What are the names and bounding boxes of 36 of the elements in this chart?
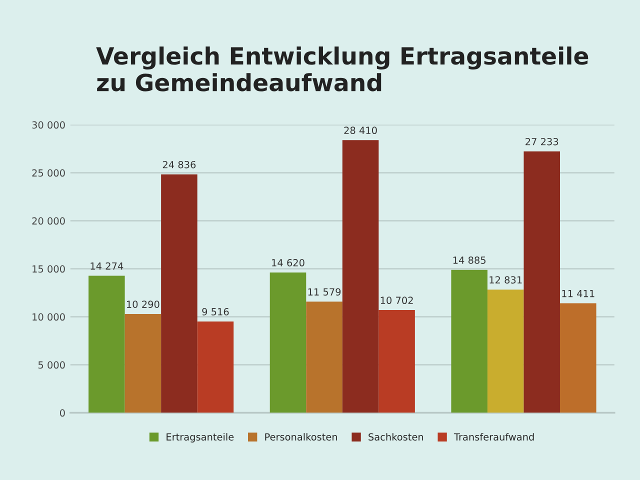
y-tick-label: 5 000 [38,361,65,369]
data-label: 27 233 [526,138,558,146]
data-label: 11 579 [308,288,341,296]
data-label: 14 620 [272,259,304,266]
legend-label: Transferaufwand [454,433,534,441]
bar [197,321,234,413]
bar [378,310,415,413]
data-label: 24 836 [162,160,196,168]
bar [487,290,524,413]
bar [342,140,379,413]
data-label: 12 831 [490,276,522,284]
legend-label: Ertragsanteile [166,433,234,442]
y-tick-label: 25 000 [32,169,65,177]
y-tick-label: 0 [60,409,65,417]
y-tick-label: 10 000 [32,313,65,321]
data-label: 10 702 [380,296,413,304]
bar [524,151,560,413]
data-label: 11 411 [562,290,594,298]
y-tick-label: 15 000 [32,265,65,273]
legend-label: Personalkosten [265,433,337,441]
data-label: 10 290 [126,300,160,308]
data-label: 9 516 [202,308,229,316]
data-label: 14 885 [453,256,486,264]
data-label: 28 410 [344,126,377,134]
y-tick-label: 20 000 [32,217,65,225]
data-label: 14 274 [90,262,124,270]
bar [161,174,198,413]
legend-label: Sachkosten [368,433,424,441]
bar [88,276,125,413]
y-tick-label: 30 000 [32,121,65,129]
bar [451,270,488,413]
bar [560,303,596,413]
bar [306,302,342,413]
chart-title: Vergleich Entwicklung Ertragsanteile zu Gemeindeaufwand [96,46,588,92]
bar [124,314,162,413]
bar [270,272,306,413]
